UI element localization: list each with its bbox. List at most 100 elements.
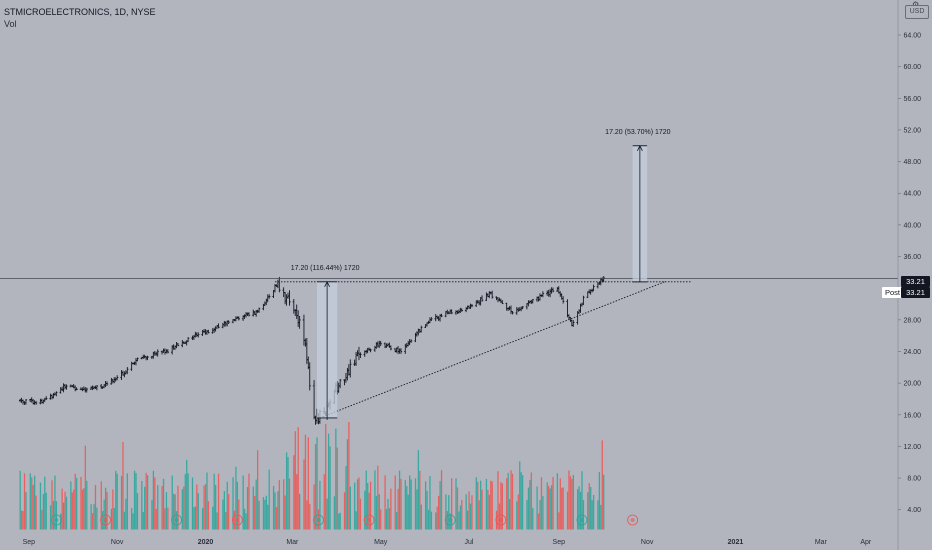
price-bar [346, 367, 349, 381]
event-markers[interactable] [50, 514, 639, 526]
volume-bar [316, 437, 318, 530]
volume-bar [587, 492, 589, 530]
time-tick-label: Mar [815, 539, 828, 546]
volume-bar [206, 472, 208, 530]
volume-bar [146, 475, 149, 530]
volume-bar [377, 465, 379, 530]
time-tick-label: Nov [641, 539, 654, 546]
marker-dot [579, 518, 584, 522]
volume-bar [186, 459, 188, 530]
volume-bar [397, 488, 399, 530]
volume-indicator-label[interactable]: Vol [4, 19, 17, 29]
price-bar [123, 371, 126, 378]
volume-bar [145, 472, 147, 530]
volume-bar [466, 510, 469, 530]
volume-bar [157, 485, 159, 530]
price-bar [485, 292, 488, 302]
price-scale[interactable]: 4.008.0012.0016.0020.0024.0028.0032.0036… [898, 33, 921, 515]
price-bar [73, 385, 77, 392]
earnings-marker[interactable] [627, 514, 639, 526]
price-bar [49, 393, 52, 400]
volume-bar [385, 509, 388, 530]
earnings-marker[interactable] [363, 514, 375, 526]
dividend-marker[interactable] [444, 514, 456, 526]
volume-bar [571, 478, 573, 530]
price-bar [110, 377, 113, 385]
volume-bar [222, 499, 224, 530]
currency-badge[interactable]: USD [905, 5, 929, 19]
volume-bar [22, 511, 24, 530]
price-bar [435, 315, 439, 320]
volume-bar [416, 489, 418, 530]
volume-bar [338, 513, 340, 530]
volume-bar [225, 511, 227, 530]
price-range-measure[interactable]: 17.20 (53.70%) 1720 [605, 129, 671, 283]
gear-icon[interactable]: ⚙ [912, 0, 919, 9]
price-bar [292, 298, 296, 314]
price-bar [243, 314, 246, 319]
volume-bar [349, 486, 351, 530]
dividend-marker[interactable] [50, 514, 62, 526]
volume-bar [254, 495, 256, 530]
price-tick-label: 48.00 [903, 159, 921, 166]
volume-bar [475, 477, 477, 530]
time-tick-label: Jul [465, 539, 474, 546]
earnings-marker[interactable] [495, 514, 507, 526]
price-tick-label: 40.00 [903, 222, 921, 229]
volume-bar [223, 491, 226, 530]
dividend-marker[interactable] [171, 514, 182, 526]
volume-bar [303, 459, 305, 530]
symbol-title[interactable]: STMICROELECTRONICS, 1D, NYSE [4, 7, 156, 17]
time-scale[interactable]: Sep Nov 2020 Mar May Jul Sep Nov 2021 Mar Apr [23, 539, 872, 546]
volume-bar [287, 457, 289, 530]
time-tick-label: Apr [860, 539, 872, 546]
price-bar [440, 313, 443, 318]
dividend-marker[interactable] [313, 514, 324, 526]
price-bar [156, 349, 159, 357]
volume-bar [409, 475, 411, 530]
dividend-marker[interactable] [576, 514, 588, 526]
price-bar [45, 396, 48, 401]
volume-bar [435, 512, 437, 530]
volume-bar [456, 487, 459, 530]
volume-bar [187, 473, 189, 530]
marker-dot [103, 518, 108, 522]
volume-bar [329, 446, 331, 530]
volume-bar [529, 480, 531, 530]
volume-bar [600, 504, 602, 530]
price-bar [42, 399, 45, 404]
volume-bar [519, 461, 521, 530]
price-bar [378, 340, 381, 348]
volume-bar [183, 486, 185, 530]
price-bar [211, 328, 214, 334]
measure-arrow-head [324, 280, 330, 288]
price-bar [470, 304, 474, 308]
earnings-marker[interactable] [100, 514, 111, 526]
price-tick-label: 16.00 [903, 412, 921, 419]
drawings-layer: 17.20 (116.44%) 1720 17.20 (53.70%) 1720 [0, 129, 898, 419]
volume-bar [51, 480, 53, 530]
volume-bar [601, 440, 603, 530]
volume-bar [90, 504, 92, 530]
price-bar [223, 320, 226, 327]
volume-bar [283, 479, 285, 530]
price-bar [82, 386, 86, 391]
price-bar [434, 314, 437, 322]
volume-bar [64, 491, 66, 530]
price-bar [85, 387, 88, 393]
earnings-marker[interactable] [231, 514, 243, 526]
time-tick-label: Sep [23, 539, 36, 546]
last-price-tag: 33.21 [901, 276, 930, 287]
price-range-measure[interactable]: 17.20 (116.44%) 1720 [291, 265, 360, 419]
price-bar [115, 375, 119, 381]
volume-bar [419, 470, 421, 530]
volume-bar [459, 505, 462, 530]
volume-bar [451, 478, 453, 530]
price-bar [163, 348, 167, 355]
volume-bar [288, 478, 291, 530]
marker-circle [171, 514, 182, 526]
volume-bar [116, 473, 118, 530]
post-price-tag: 33.21 [901, 287, 930, 298]
volume-bar [196, 484, 198, 530]
